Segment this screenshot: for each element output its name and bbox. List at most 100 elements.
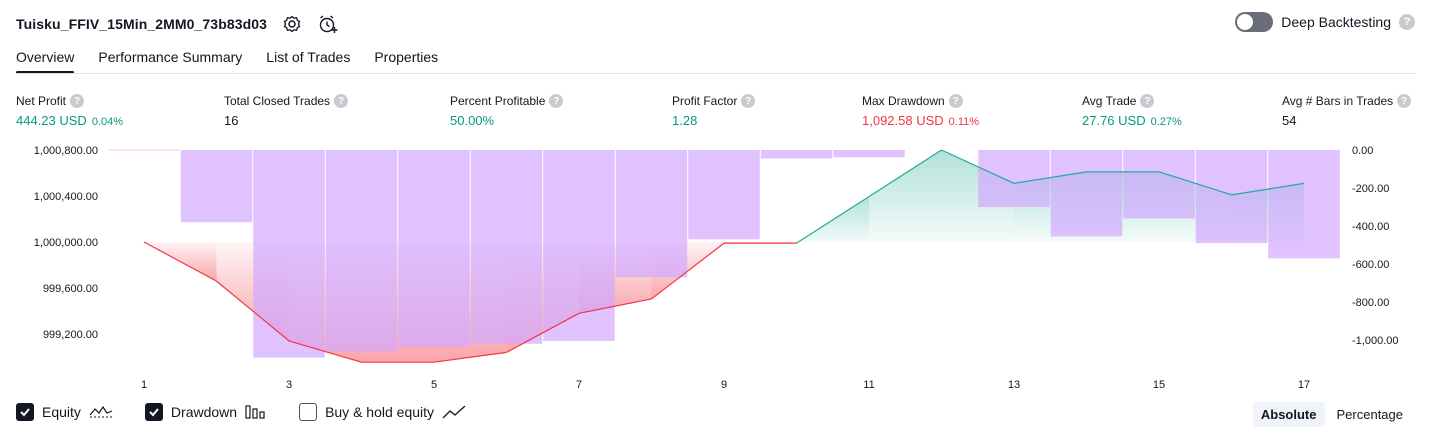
equity-line-segment	[1158, 171, 1232, 196]
right-axis-tick: -600.00	[1352, 259, 1389, 271]
metric-total-closed-trades: Total Closed Trades? 16	[224, 94, 349, 128]
info-icon[interactable]: ?	[948, 94, 963, 108]
settings-icon[interactable]	[281, 13, 303, 35]
absolute-button[interactable]: Absolute	[1252, 402, 1325, 427]
tab-list-of-trades[interactable]: List of Trades	[266, 49, 351, 65]
metric-avg-bars-in-trades: Avg # Bars in Trades? 54	[1282, 94, 1412, 128]
tab-bar: Overview Performance Summary List of Tra…	[16, 46, 438, 74]
right-axis-tick: -200.00	[1352, 183, 1389, 195]
equity-area-segment	[941, 150, 1014, 242]
add-alert-icon[interactable]	[317, 13, 339, 35]
drawdown-bar	[180, 150, 253, 223]
checkbox-unchecked[interactable]	[299, 403, 318, 421]
equity-line-segment	[578, 298, 652, 314]
equity-area-segment	[869, 150, 942, 242]
deep-backtesting-label: Deep Backtesting	[1281, 14, 1391, 30]
right-axis-tick: 0.00	[1352, 145, 1373, 157]
legend-buy-hold[interactable]: Buy & hold equity	[299, 403, 466, 421]
metric-label: Total Closed Trades	[224, 94, 331, 108]
tab-performance-summary[interactable]: Performance Summary	[98, 49, 243, 65]
metric-label: Avg # Bars in Trades	[1282, 94, 1394, 108]
tabs-divider	[16, 73, 1415, 74]
metric-value: 444.23 USD	[16, 113, 87, 128]
equity-line-segment	[506, 312, 580, 353]
metric-max-drawdown: Max Drawdown? 1,092.58 USD 0.11%	[862, 94, 979, 128]
x-axis-tick: 7	[576, 379, 582, 391]
deep-backtesting: Deep Backtesting ?	[1235, 12, 1415, 32]
tab-overview[interactable]: Overview	[16, 46, 75, 74]
metric-percent-profitable: Percent Profitable? 50.00%	[450, 94, 564, 128]
metric-value: 27.76 USD	[1082, 113, 1146, 128]
help-icon[interactable]: ?	[1399, 14, 1415, 30]
metric-value: 16	[224, 113, 239, 128]
equity-line-segment	[651, 242, 725, 300]
equity-line-segment	[796, 196, 870, 244]
metric-avg-trade: Avg Trade? 27.76 USD 0.27%	[1082, 94, 1182, 128]
metric-net-profit: Net Profit? 444.23 USD 0.04%	[16, 94, 123, 128]
toggle-knob	[1237, 14, 1254, 30]
x-axis-tick: 15	[1153, 379, 1165, 391]
info-icon[interactable]: ?	[70, 94, 85, 108]
metric-label: Net Profit	[16, 94, 67, 108]
drawdown-bar	[253, 150, 325, 358]
strategy-header: Tuisku_FFIV_15Min_2MM0_73b83d03	[16, 10, 339, 38]
x-axis-tick: 9	[721, 379, 727, 391]
drawdown-bar	[543, 150, 615, 341]
right-axis-tick: -400.00	[1352, 221, 1389, 233]
metric-value: 1.28	[672, 113, 698, 128]
drawdown-bar	[325, 150, 398, 352]
info-icon[interactable]: ?	[741, 94, 756, 108]
equity-drawdown-chart[interactable]: 1,000,800.00 1,000,400.00 1,000,000.00 999,…	[0, 138, 1431, 398]
equity-line-segment	[1013, 171, 1087, 184]
metric-label: Avg Trade	[1082, 94, 1137, 108]
legend-label: Buy & hold equity	[325, 404, 435, 420]
equity-line-segment	[1231, 182, 1305, 196]
left-axis-tick: 999,200.00	[43, 329, 98, 341]
strategy-title: Tuisku_FFIV_15Min_2MM0_73b83d03	[16, 16, 268, 32]
right-axis-tick: -800.00	[1352, 297, 1389, 309]
info-icon[interactable]: ?	[1397, 94, 1412, 108]
drawdown-bar	[1268, 150, 1340, 259]
metric-label: Max Drawdown	[862, 94, 945, 108]
metric-value: 50.00%	[450, 113, 495, 128]
tab-properties[interactable]: Properties	[374, 49, 439, 65]
drawdown-bar	[1050, 150, 1123, 237]
info-icon[interactable]: ?	[1140, 94, 1155, 108]
metric-profit-factor: Profit Factor? 1.28	[672, 94, 756, 128]
left-axis-tick: 1,000,000.00	[34, 237, 98, 249]
drawdown-bar	[1195, 150, 1268, 244]
deep-backtesting-toggle[interactable]	[1235, 12, 1274, 32]
drawdown-bar	[615, 150, 688, 278]
chart-legend: Equity Drawdown Buy & hold equity	[16, 403, 466, 421]
equity-line-segment	[288, 340, 362, 363]
drawdown-bar	[398, 150, 470, 347]
equity-line-icon	[89, 405, 113, 418]
metric-percent: 0.27%	[1150, 116, 1182, 128]
right-axis-tick: -1,000.00	[1352, 335, 1398, 347]
drawdown-bars-icon	[245, 405, 265, 419]
percentage-button[interactable]: Percentage	[1336, 407, 1404, 422]
drawdown-bar	[470, 150, 543, 344]
checkbox-checked[interactable]	[16, 403, 34, 421]
legend-drawdown[interactable]: Drawdown	[144, 403, 267, 421]
metric-value: 1,092.58 USD	[862, 113, 944, 128]
x-axis-tick: 3	[286, 379, 292, 391]
checkbox-checked[interactable]	[144, 403, 163, 421]
info-icon[interactable]: ?	[549, 94, 564, 108]
metric-value: 54	[1282, 113, 1297, 128]
metrics-row: Net Profit? 444.23 USD 0.04% Total Closed…	[0, 94, 1431, 134]
equity-line-segment	[143, 241, 217, 282]
metric-percent: 0.11%	[948, 116, 980, 128]
info-icon[interactable]: ?	[334, 94, 349, 108]
legend-equity[interactable]: Equity	[16, 403, 113, 421]
equity-line-segment	[941, 149, 1015, 184]
x-axis-tick: 17	[1298, 379, 1310, 391]
x-axis-tick: 13	[1008, 379, 1020, 391]
equity-line-segment	[868, 149, 942, 198]
equity-line-segment	[433, 351, 507, 363]
x-axis-tick: 1	[141, 379, 147, 391]
metric-percent: 0.04%	[91, 116, 124, 128]
drawdown-bar	[760, 150, 833, 159]
x-axis-tick: 5	[431, 379, 437, 391]
metric-label: Percent Profitable	[450, 94, 546, 108]
